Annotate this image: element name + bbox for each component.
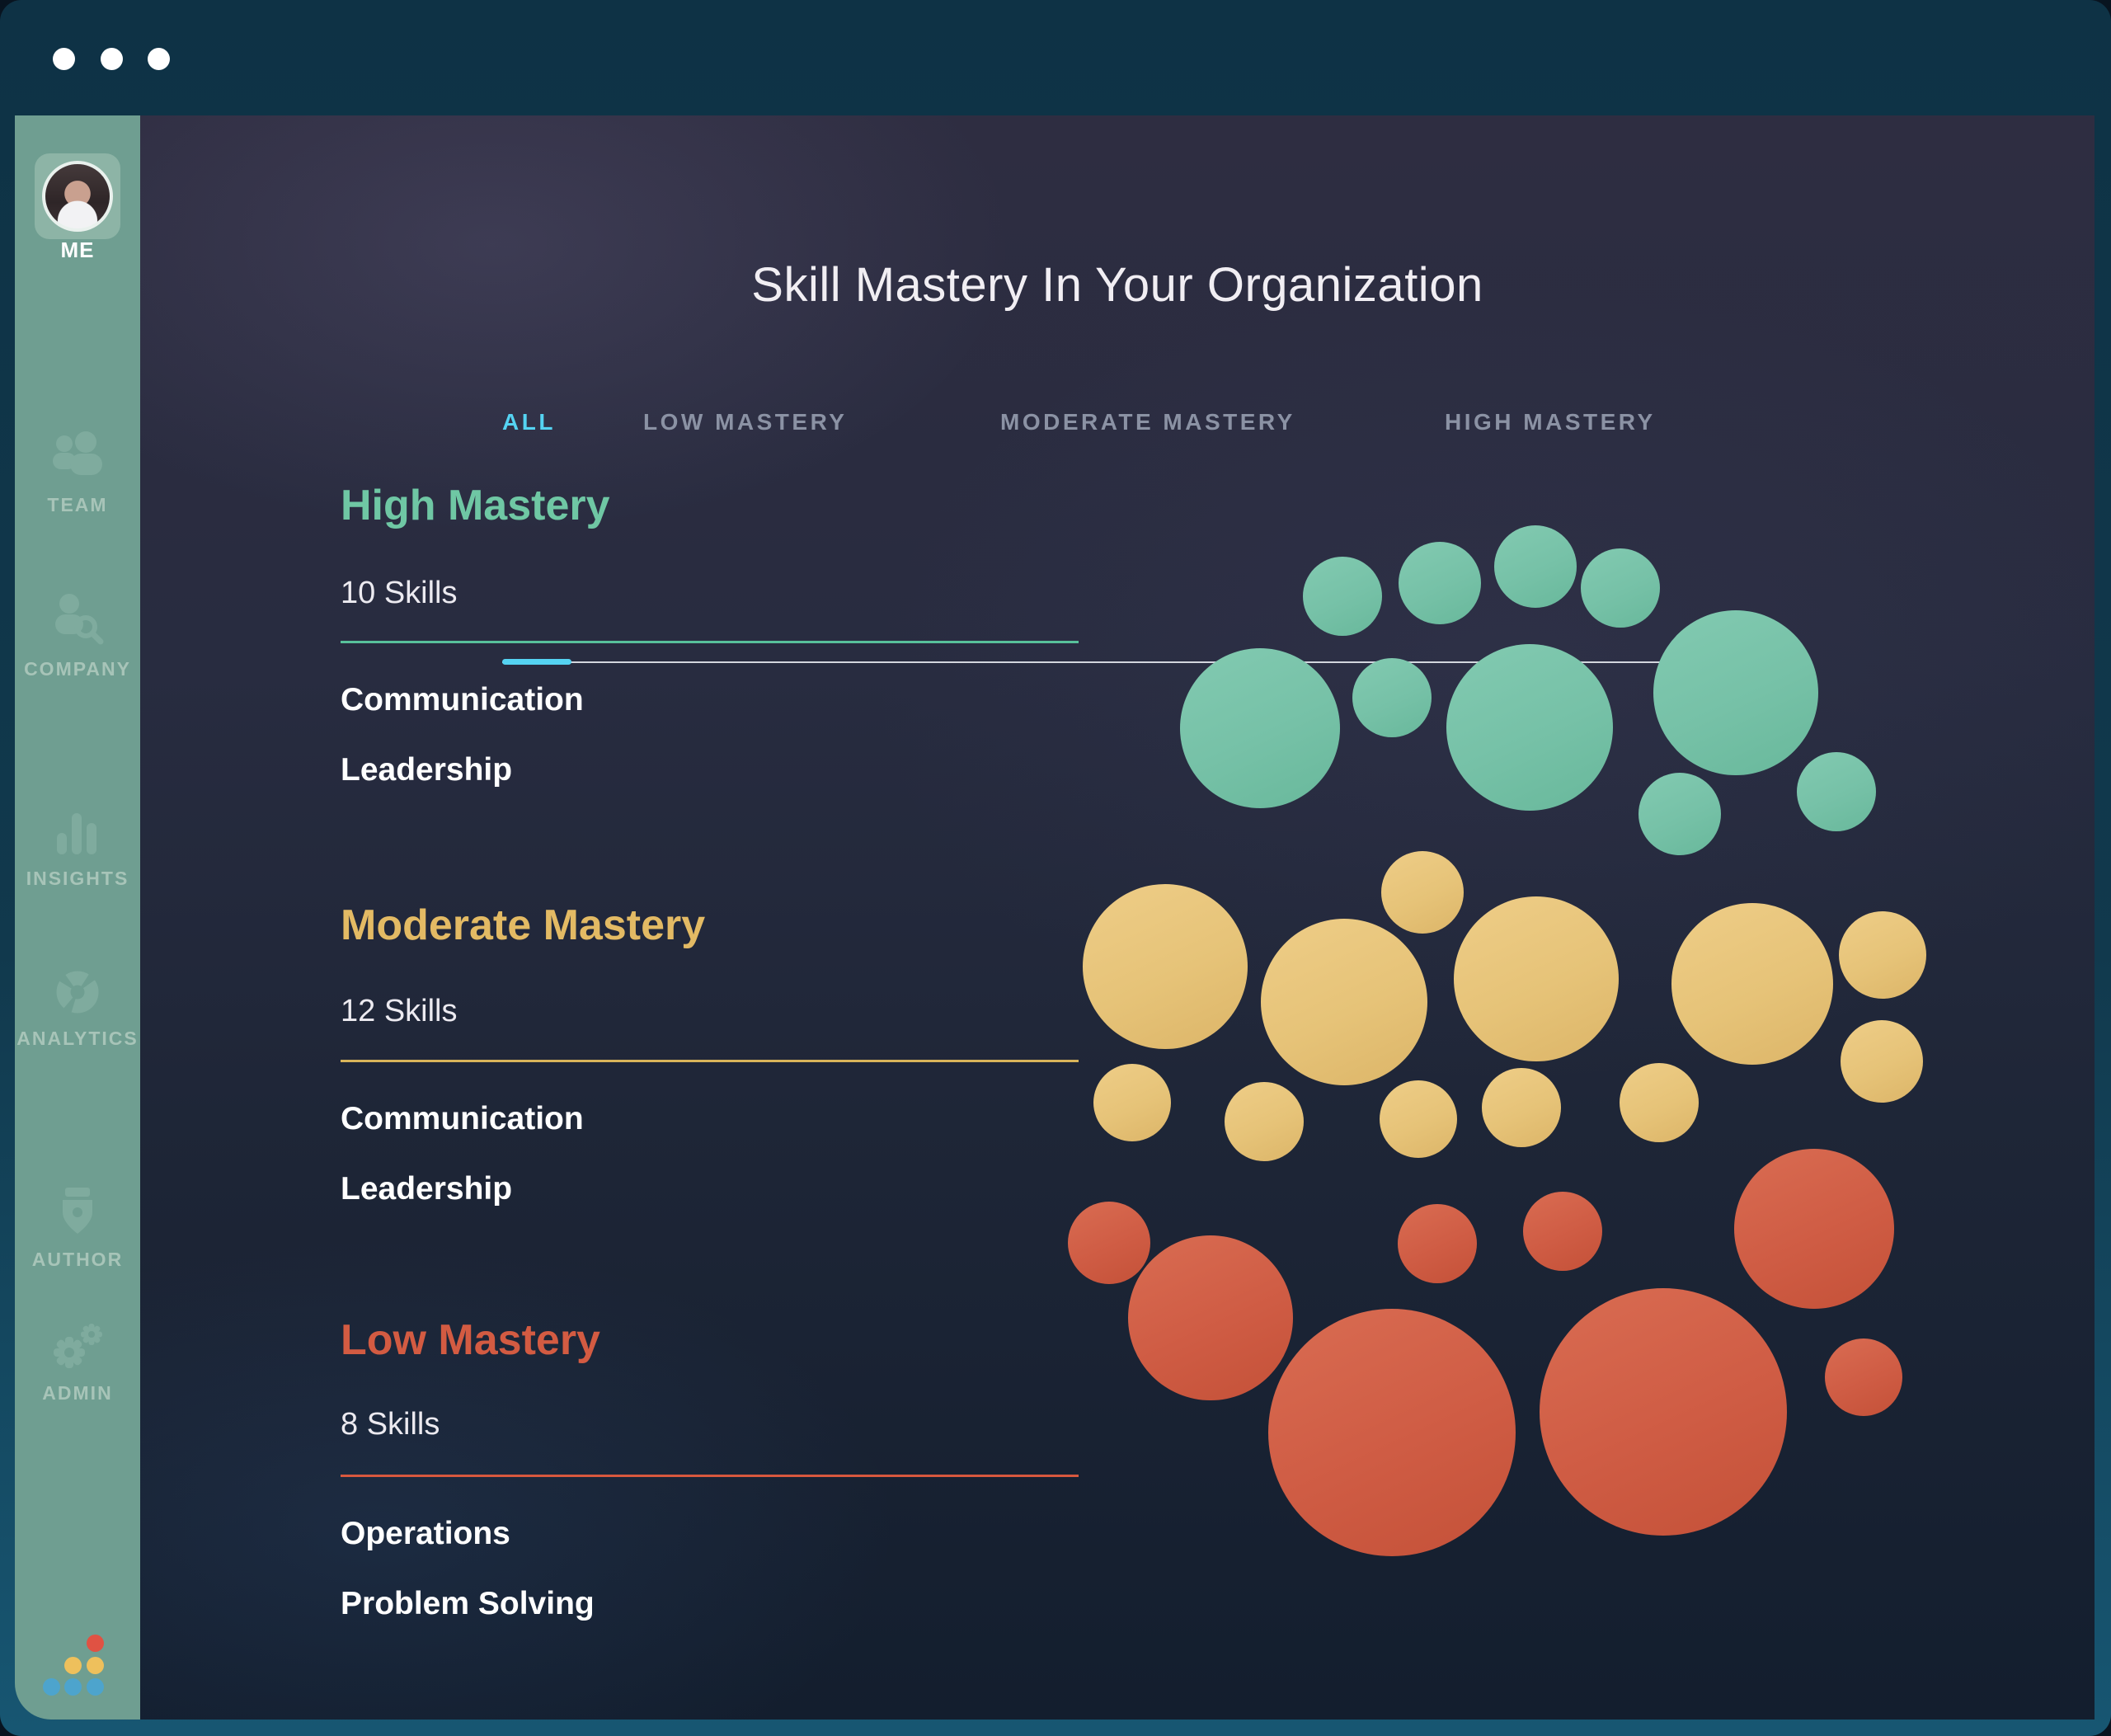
bubble-high-mastery[interactable] [1653,610,1818,775]
pen-nib-icon [63,1188,92,1234]
gears-icon [54,1324,102,1368]
sidebar-item-team[interactable]: TEAM [15,431,140,516]
bubble-high-mastery[interactable] [1638,773,1721,855]
bubble-low-mastery[interactable] [1268,1309,1516,1556]
bubble-moderate-mastery[interactable] [1380,1080,1457,1158]
bubble-moderate-mastery[interactable] [1093,1064,1171,1141]
skill-item: Leadership [341,752,513,788]
app-logo-dots-icon [15,1630,140,1712]
tab-moderate-mastery[interactable]: MODERATE MASTERY [1000,409,1295,435]
skill-item: Operations [341,1516,510,1551]
section-title: Low Mastery [341,1316,600,1364]
logo-dot-blue [87,1678,104,1696]
sidebar-item-insights[interactable]: INSIGHTS [15,807,140,890]
bubble-moderate-mastery[interactable] [1839,911,1926,999]
window-dot-icon[interactable] [53,48,75,70]
logo-dot-red [87,1635,104,1652]
bubble-moderate-mastery[interactable] [1261,919,1427,1085]
avatar [42,161,113,232]
section-low-mastery: Low Mastery 8 Skills Operations Problem … [341,1315,1083,1621]
sidebar-item-me-label: ME [60,238,95,262]
logo-dot-yellow [87,1657,104,1674]
bubble-moderate-mastery[interactable] [1381,851,1464,934]
bubble-moderate-mastery[interactable] [1083,884,1248,1049]
section-moderate-mastery: Moderate Mastery 12 Skills Communication… [341,901,1083,1207]
bubble-moderate-mastery[interactable] [1671,903,1833,1065]
sidebar-item-analytics[interactable]: ANALYTICS [15,965,140,1050]
bubble-high-mastery[interactable] [1180,648,1340,808]
tab-all[interactable]: ALL [502,409,556,435]
bubble-high-mastery[interactable] [1797,752,1876,831]
bubble-high-mastery[interactable] [1303,557,1382,636]
bubble-high-mastery[interactable] [1399,542,1481,624]
logo-dot-blue [43,1678,60,1696]
bubble-moderate-mastery[interactable] [1841,1020,1923,1103]
people-icon [53,431,102,475]
active-tab-indicator [502,659,571,665]
sidebar: ME TEAM COMPANY [15,115,140,1720]
bubble-moderate-mastery[interactable] [1482,1068,1561,1147]
skill-item: Communication [341,1101,584,1136]
tab-underline [502,659,1708,665]
bubble-high-mastery[interactable] [1581,548,1660,628]
sidebar-item-label: AUTHOR [31,1249,124,1270]
page-title: Skill Mastery In Your Organization [751,258,1483,312]
skill-item: Leadership [341,1171,513,1207]
skill-item: Problem Solving [341,1586,595,1621]
section-title: Moderate Mastery [341,901,706,949]
bubble-low-mastery[interactable] [1398,1204,1477,1283]
logo-dot-yellow [64,1657,82,1674]
section-divider [341,1060,1079,1062]
tab-low-mastery[interactable]: LOW MASTERY [643,409,848,435]
bubble-low-mastery[interactable] [1128,1235,1293,1400]
bubble-low-mastery[interactable] [1068,1202,1150,1284]
bubble-low-mastery[interactable] [1540,1288,1787,1536]
section-skill-count: 8 Skills [341,1407,440,1442]
skill-item: Communication [341,682,584,717]
window-dot-icon[interactable] [148,48,170,70]
section-title: High Mastery [341,482,610,529]
sidebar-item-label: INSIGHTS [26,868,129,889]
person-search-icon [55,594,104,645]
bubble-low-mastery[interactable] [1734,1149,1894,1309]
bubble-high-mastery[interactable] [1446,644,1613,811]
sidebar-item-me[interactable] [35,153,120,239]
bubble-moderate-mastery[interactable] [1225,1082,1304,1161]
bubble-moderate-mastery[interactable] [1454,896,1619,1061]
section-divider [341,641,1079,643]
sidebar-item-label: TEAM [47,494,108,515]
section-high-mastery: High Mastery 10 Skills Communication Lea… [341,481,1083,788]
logo-dot-blue [64,1678,82,1696]
section-divider [341,1475,1079,1477]
bubble-low-mastery[interactable] [1825,1338,1902,1416]
section-skill-count: 10 Skills [341,576,458,610]
sidebar-item-label: ADMIN [42,1382,113,1404]
sidebar-item-company[interactable]: COMPANY [15,592,140,680]
sidebar-item-label: COMPANY [24,658,131,680]
bubble-high-mastery[interactable] [1494,525,1577,608]
bubble-moderate-mastery[interactable] [1620,1063,1699,1142]
tab-high-mastery[interactable]: HIGH MASTERY [1445,409,1656,435]
bubble-low-mastery[interactable] [1523,1192,1602,1271]
section-skill-count: 12 Skills [341,994,458,1028]
bar-chart-icon [57,813,96,854]
donut-chart-icon [56,971,99,1014]
bubble-high-mastery[interactable] [1352,658,1432,737]
sidebar-item-author[interactable]: AUTHOR [15,1184,140,1271]
sidebar-item-label: ANALYTICS [16,1028,139,1049]
tab-bar: ALL LOW MASTERY MODERATE MASTERY HIGH MA… [140,409,2095,665]
sidebar-item-admin[interactable]: ADMIN [15,1320,140,1404]
window-dot-icon[interactable] [101,48,123,70]
window-titlebar [0,0,2111,115]
